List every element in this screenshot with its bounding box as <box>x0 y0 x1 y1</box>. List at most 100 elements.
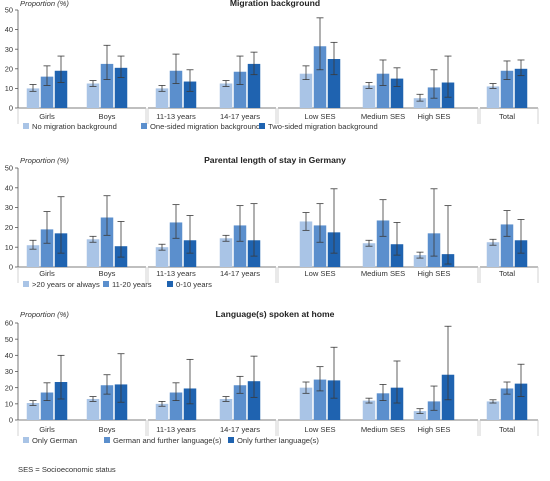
bar <box>486 401 500 420</box>
legend-swatch <box>259 123 265 129</box>
bar <box>299 221 313 267</box>
y-tick-label: 20 <box>5 383 13 392</box>
x-tick-label: Medium SES <box>361 112 405 121</box>
x-tick-label: Total <box>499 269 515 278</box>
x-tick-label: Boys <box>99 269 116 278</box>
bar <box>362 85 376 108</box>
bar <box>327 380 341 420</box>
x-tick-label: Total <box>499 425 515 434</box>
bar <box>155 247 169 267</box>
chart-title: Migration background <box>230 0 320 8</box>
y-tick-label: 50 <box>5 164 13 173</box>
bar <box>219 398 233 420</box>
bar <box>219 238 233 267</box>
y-tick-label: 0 <box>9 263 13 272</box>
bar <box>219 83 233 108</box>
bar <box>376 73 390 108</box>
bar <box>362 243 376 267</box>
chart-panel-3: Language(s) spoken at home Proportion (%)… <box>5 309 539 445</box>
y-tick-label: 40 <box>5 351 13 360</box>
x-tick-label: Total <box>499 112 515 121</box>
legend-label: No migration background <box>32 122 117 131</box>
x-tick-label: High SES <box>418 269 451 278</box>
bar <box>169 70 183 108</box>
bar <box>26 245 40 267</box>
bar <box>247 381 261 420</box>
y-tick-label: 40 <box>5 183 13 192</box>
y-axis-label: Proportion (%) <box>20 310 69 319</box>
bar <box>54 70 68 108</box>
legend-swatch <box>167 281 173 287</box>
legend-swatch <box>23 281 29 287</box>
bar <box>183 240 197 267</box>
y-tick-label: 0 <box>9 416 13 425</box>
bar <box>40 76 54 108</box>
bar <box>514 240 528 267</box>
legend-label: 11-20 years <box>112 280 152 289</box>
y-tick-label: 50 <box>5 6 13 15</box>
bar <box>233 71 247 108</box>
bar <box>486 86 500 108</box>
bar <box>427 401 441 420</box>
bar <box>362 400 376 420</box>
bar <box>155 88 169 108</box>
bar <box>183 81 197 108</box>
legend-swatch <box>141 123 147 129</box>
chart-panel-1: Migration background Proportion (%) 0 10 20 3… <box>5 0 539 131</box>
legend-swatch <box>23 437 29 443</box>
bar <box>500 224 514 267</box>
x-tick-label: 14-17 years <box>220 425 260 434</box>
y-tick-label: 40 <box>5 25 13 34</box>
bar <box>313 379 327 420</box>
bar <box>233 385 247 420</box>
bar <box>390 244 404 267</box>
bar <box>376 220 390 267</box>
bar <box>413 98 427 108</box>
bar <box>100 63 114 108</box>
bar <box>327 59 341 108</box>
x-tick-label: Medium SES <box>361 269 405 278</box>
legend-label: 0-10 years <box>176 280 212 289</box>
y-axis-label: Proportion (%) <box>20 156 69 165</box>
legend-swatch <box>23 123 29 129</box>
bar <box>86 398 100 420</box>
x-tick-label: Girls <box>39 112 55 121</box>
bar <box>486 242 500 267</box>
bar <box>313 225 327 267</box>
bar <box>54 382 68 420</box>
x-tick-label: Medium SES <box>361 425 405 434</box>
x-tick-label: Boys <box>99 112 116 121</box>
bar <box>500 388 514 420</box>
bar <box>413 411 427 420</box>
bar <box>413 255 427 267</box>
x-tick-label: Low SES <box>304 269 335 278</box>
y-tick-label: 10 <box>5 84 13 93</box>
bar <box>86 239 100 267</box>
bar <box>169 222 183 267</box>
y-tick-label: 30 <box>5 367 13 376</box>
legend-swatch <box>103 281 109 287</box>
y-tick-label: 10 <box>5 399 13 408</box>
legend-label: Two-sided migration background <box>268 122 378 131</box>
bar <box>40 392 54 420</box>
x-tick-label: High SES <box>418 425 451 434</box>
bar <box>390 387 404 420</box>
bar <box>313 46 327 108</box>
bar <box>26 88 40 108</box>
legend-swatch <box>104 437 110 443</box>
footnote: SES = Socioeconomic status <box>18 465 116 474</box>
bar <box>514 68 528 108</box>
x-tick-label: High SES <box>418 112 451 121</box>
legend-label: One-sided migration background <box>150 122 260 131</box>
x-tick-label: 14-17 years <box>220 112 260 121</box>
legend-label: Only German <box>32 436 77 445</box>
x-tick-label: 14-17 years <box>220 269 260 278</box>
chart-title: Language(s) spoken at home <box>216 309 335 319</box>
legend-label: German and further language(s) <box>113 436 222 445</box>
bar <box>100 217 114 267</box>
y-tick-label: 20 <box>5 223 13 232</box>
y-tick-label: 30 <box>5 45 13 54</box>
y-axis-label: Proportion (%) <box>20 0 69 8</box>
bar <box>86 83 100 108</box>
